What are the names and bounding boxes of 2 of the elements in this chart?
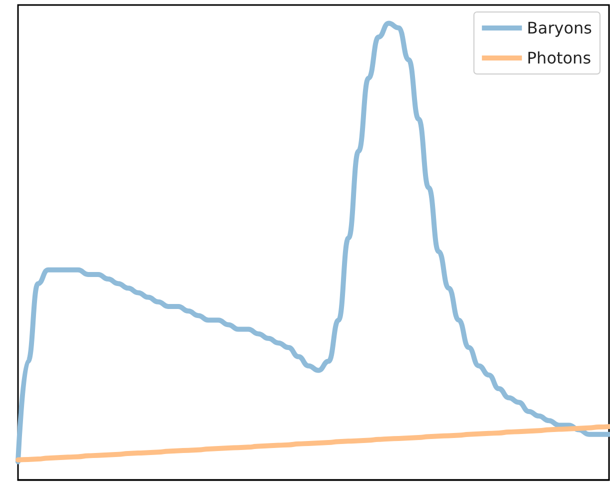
legend-label: Photons: [526, 48, 592, 68]
legend-label: Baryons: [526, 18, 592, 38]
